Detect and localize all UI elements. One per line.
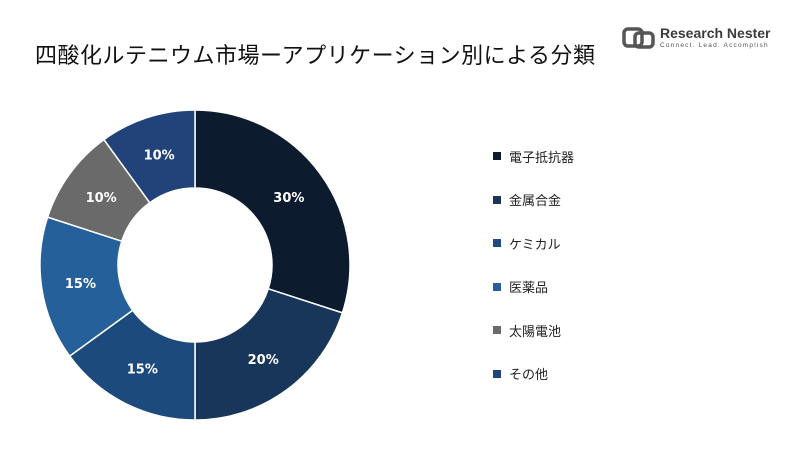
legend-label: ケミカル (509, 237, 561, 253)
legend-swatch (493, 326, 501, 334)
legend-label: 医薬品 (509, 281, 549, 296)
legend-swatch (493, 195, 501, 204)
legend-item: 電子抵抗器 (493, 146, 574, 166)
legend-label: 金属合金 (509, 194, 562, 209)
logo-name: Research Nester (660, 25, 771, 41)
logo-tagline: Connect. Lead. Accomplish (660, 42, 769, 49)
chart-title: 四酸化ルテニウム市場ーアプリケーション別による分類 (35, 44, 596, 69)
data-label-2: 20% (248, 353, 279, 368)
donut-slice-1 (194, 109, 351, 314)
data-label-6: 10% (144, 149, 175, 164)
data-label-3: 15% (127, 362, 158, 377)
legend-item: 太陽電池 (493, 320, 561, 340)
donut-slice-3 (68, 309, 196, 421)
legend-swatch (493, 282, 501, 291)
legend-item: 医薬品 (493, 277, 548, 297)
donut-slice-4 (39, 216, 134, 358)
legend-label: その他 (509, 368, 549, 383)
legend-swatch (493, 369, 501, 378)
legend-item: その他 (493, 364, 548, 384)
donut-slice-2 (194, 287, 344, 421)
data-label-5: 10% (86, 191, 117, 206)
legend-swatch (493, 152, 501, 160)
data-label-1: 30% (273, 191, 304, 206)
legend-label: 電子抵抗器 (509, 150, 575, 166)
legend-label: 太陽電池 (509, 324, 562, 340)
legend-swatch (493, 239, 501, 247)
data-label-4: 15% (65, 277, 96, 292)
donut-slice-6 (102, 109, 196, 204)
brand-logo: Research Nester Connect. Lead. Accomplis… (622, 25, 792, 55)
legend-item: 金属合金 (493, 190, 561, 210)
legend-item: ケミカル (493, 233, 561, 253)
research-nester-logo-icon (622, 27, 655, 49)
